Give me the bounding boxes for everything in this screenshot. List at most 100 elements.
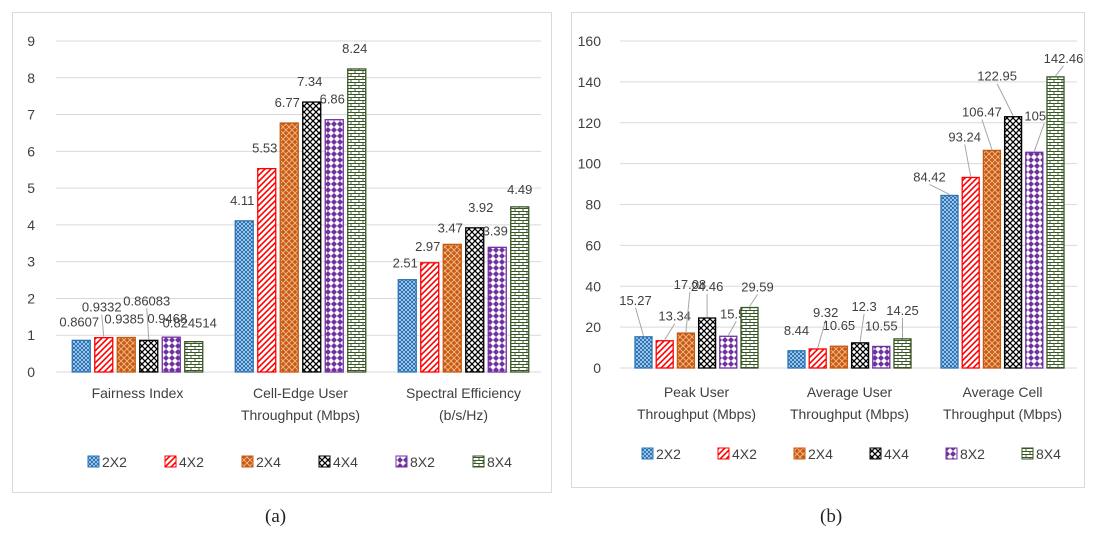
category-label: Average Cell xyxy=(963,384,1043,400)
leader-line xyxy=(981,119,993,150)
data-label: 142.46 xyxy=(1044,51,1084,66)
bar-8x2-0 xyxy=(161,336,181,373)
data-label: 93.24 xyxy=(948,129,981,144)
data-label: 122.95 xyxy=(977,69,1017,84)
y-tick-label: 9 xyxy=(27,33,35,49)
data-label: 8.24 xyxy=(342,41,367,56)
data-label: 0.9468 xyxy=(147,311,187,326)
bar-2x4-0 xyxy=(676,332,696,369)
bar-2x4-1 xyxy=(829,345,849,369)
bar-2x2-2 xyxy=(397,279,417,373)
bar-4x4-2 xyxy=(1003,116,1023,369)
bar-8x4-0 xyxy=(184,341,204,373)
data-label: 0.86083 xyxy=(123,293,170,308)
data-label: 24.46 xyxy=(691,279,724,294)
data-label: 10.55 xyxy=(865,318,898,333)
data-label: 29.59 xyxy=(741,280,774,295)
legend-label: 2X2 xyxy=(656,446,681,462)
legend-swatch-8x4 xyxy=(1021,447,1034,460)
bar-4x2-0 xyxy=(94,337,114,373)
bar-8x2-1 xyxy=(872,345,891,369)
data-label: 3.92 xyxy=(468,200,493,215)
y-tick-label: 0 xyxy=(593,360,601,376)
y-tick-label: 1 xyxy=(27,327,35,343)
category-label: Throughput (Mbps) xyxy=(637,406,756,422)
data-label: 3.39 xyxy=(483,223,508,238)
caption-a: (a) xyxy=(265,506,287,527)
bar-4x4-1 xyxy=(850,342,870,369)
data-label: 2.51 xyxy=(393,256,418,271)
data-label: 10.65 xyxy=(823,318,856,333)
bar-2x4-1 xyxy=(279,122,299,373)
bar-4x4-0 xyxy=(697,317,717,369)
data-label: 4.49 xyxy=(507,182,532,197)
leader-line xyxy=(964,144,972,177)
y-tick-label: 100 xyxy=(578,156,602,172)
category-label: Spectral Efficiency xyxy=(406,385,521,401)
legend-label: 2X2 xyxy=(102,454,127,470)
legend-swatch-8x2 xyxy=(395,455,408,468)
bar-8x4-0 xyxy=(740,306,759,369)
data-label: 0.9332 xyxy=(82,300,122,315)
leader-line xyxy=(996,83,1014,116)
legend-label: 4X4 xyxy=(333,454,358,470)
legend-label: 4X2 xyxy=(179,454,204,470)
caption-b: (b) xyxy=(820,506,843,527)
legend-swatch-4x4 xyxy=(869,447,882,460)
bar-2x2-1 xyxy=(234,220,254,373)
bar-2x4-2 xyxy=(442,243,462,373)
data-label: 13.34 xyxy=(658,309,691,324)
legend-label: 4X2 xyxy=(732,446,757,462)
chart-b-svg: 0 20 40 60 80 100 120 140 160 15.27 13.34 17.0824.4… xyxy=(578,33,1084,462)
y-tick-label: 0 xyxy=(27,364,35,380)
category-label: Throughput (Mbps) xyxy=(943,406,1062,422)
chart-b-panel: 0 20 40 60 80 100 120 140 160 15.27 13.34 17.08 24.4… xyxy=(571,12,1085,488)
data-label: 9.32 xyxy=(813,305,838,320)
bar-4x2-2 xyxy=(961,176,980,369)
legend-swatch-2x4 xyxy=(241,455,254,468)
data-label: 2.97 xyxy=(415,239,440,254)
legend-label: 8X4 xyxy=(1036,446,1061,462)
data-label: 0.9385 xyxy=(104,311,144,326)
leader-line xyxy=(101,314,105,337)
leader-line xyxy=(749,294,758,307)
bar-2x4-0 xyxy=(116,336,136,373)
legend-swatch-4x2 xyxy=(164,455,177,468)
bar-8x4-2 xyxy=(1046,76,1065,369)
legend-swatch-4x2 xyxy=(717,447,730,460)
legend-swatch-2x4 xyxy=(793,447,806,460)
data-label: 84.42 xyxy=(913,169,946,184)
data-label: 17.08 xyxy=(674,277,707,292)
bar-8x2-2 xyxy=(487,246,507,373)
category-label: Throughput (Mbps) xyxy=(241,407,360,423)
bar-2x2-0 xyxy=(634,336,653,369)
y-tick-label: 120 xyxy=(578,115,602,131)
leader-line xyxy=(664,323,676,341)
legend-label: 8X4 xyxy=(487,454,512,470)
category-label: Fairness Index xyxy=(92,385,184,401)
leader-line xyxy=(1055,65,1064,77)
data-label: 6.86 xyxy=(320,92,345,107)
data-label: 6.77 xyxy=(275,95,300,110)
data-label: 7.34 xyxy=(297,74,322,89)
legend-swatch-2x2 xyxy=(87,455,100,468)
bar-4x4-2 xyxy=(465,227,485,373)
data-label: 15.27 xyxy=(619,293,652,308)
legend-swatch-2x2 xyxy=(641,447,654,460)
bar-2x2-0 xyxy=(71,339,91,373)
category-label: Average User xyxy=(807,384,893,400)
legend-swatch-8x4 xyxy=(472,455,485,468)
y-tick-label: 5 xyxy=(27,180,35,196)
legend-label: 8X2 xyxy=(410,454,435,470)
leader-line xyxy=(635,307,644,336)
bar-4x4-0 xyxy=(139,339,159,373)
bar-4x2-2 xyxy=(420,262,440,373)
bar-4x2-0 xyxy=(655,340,674,369)
y-tick-label: 80 xyxy=(585,197,601,213)
y-tick-label: 7 xyxy=(27,107,35,123)
y-tick-label: 60 xyxy=(585,237,601,253)
data-label: 5.53 xyxy=(252,141,277,156)
category-label: (b/s/Hz) xyxy=(439,407,488,423)
data-label: 8.44 xyxy=(784,323,809,338)
